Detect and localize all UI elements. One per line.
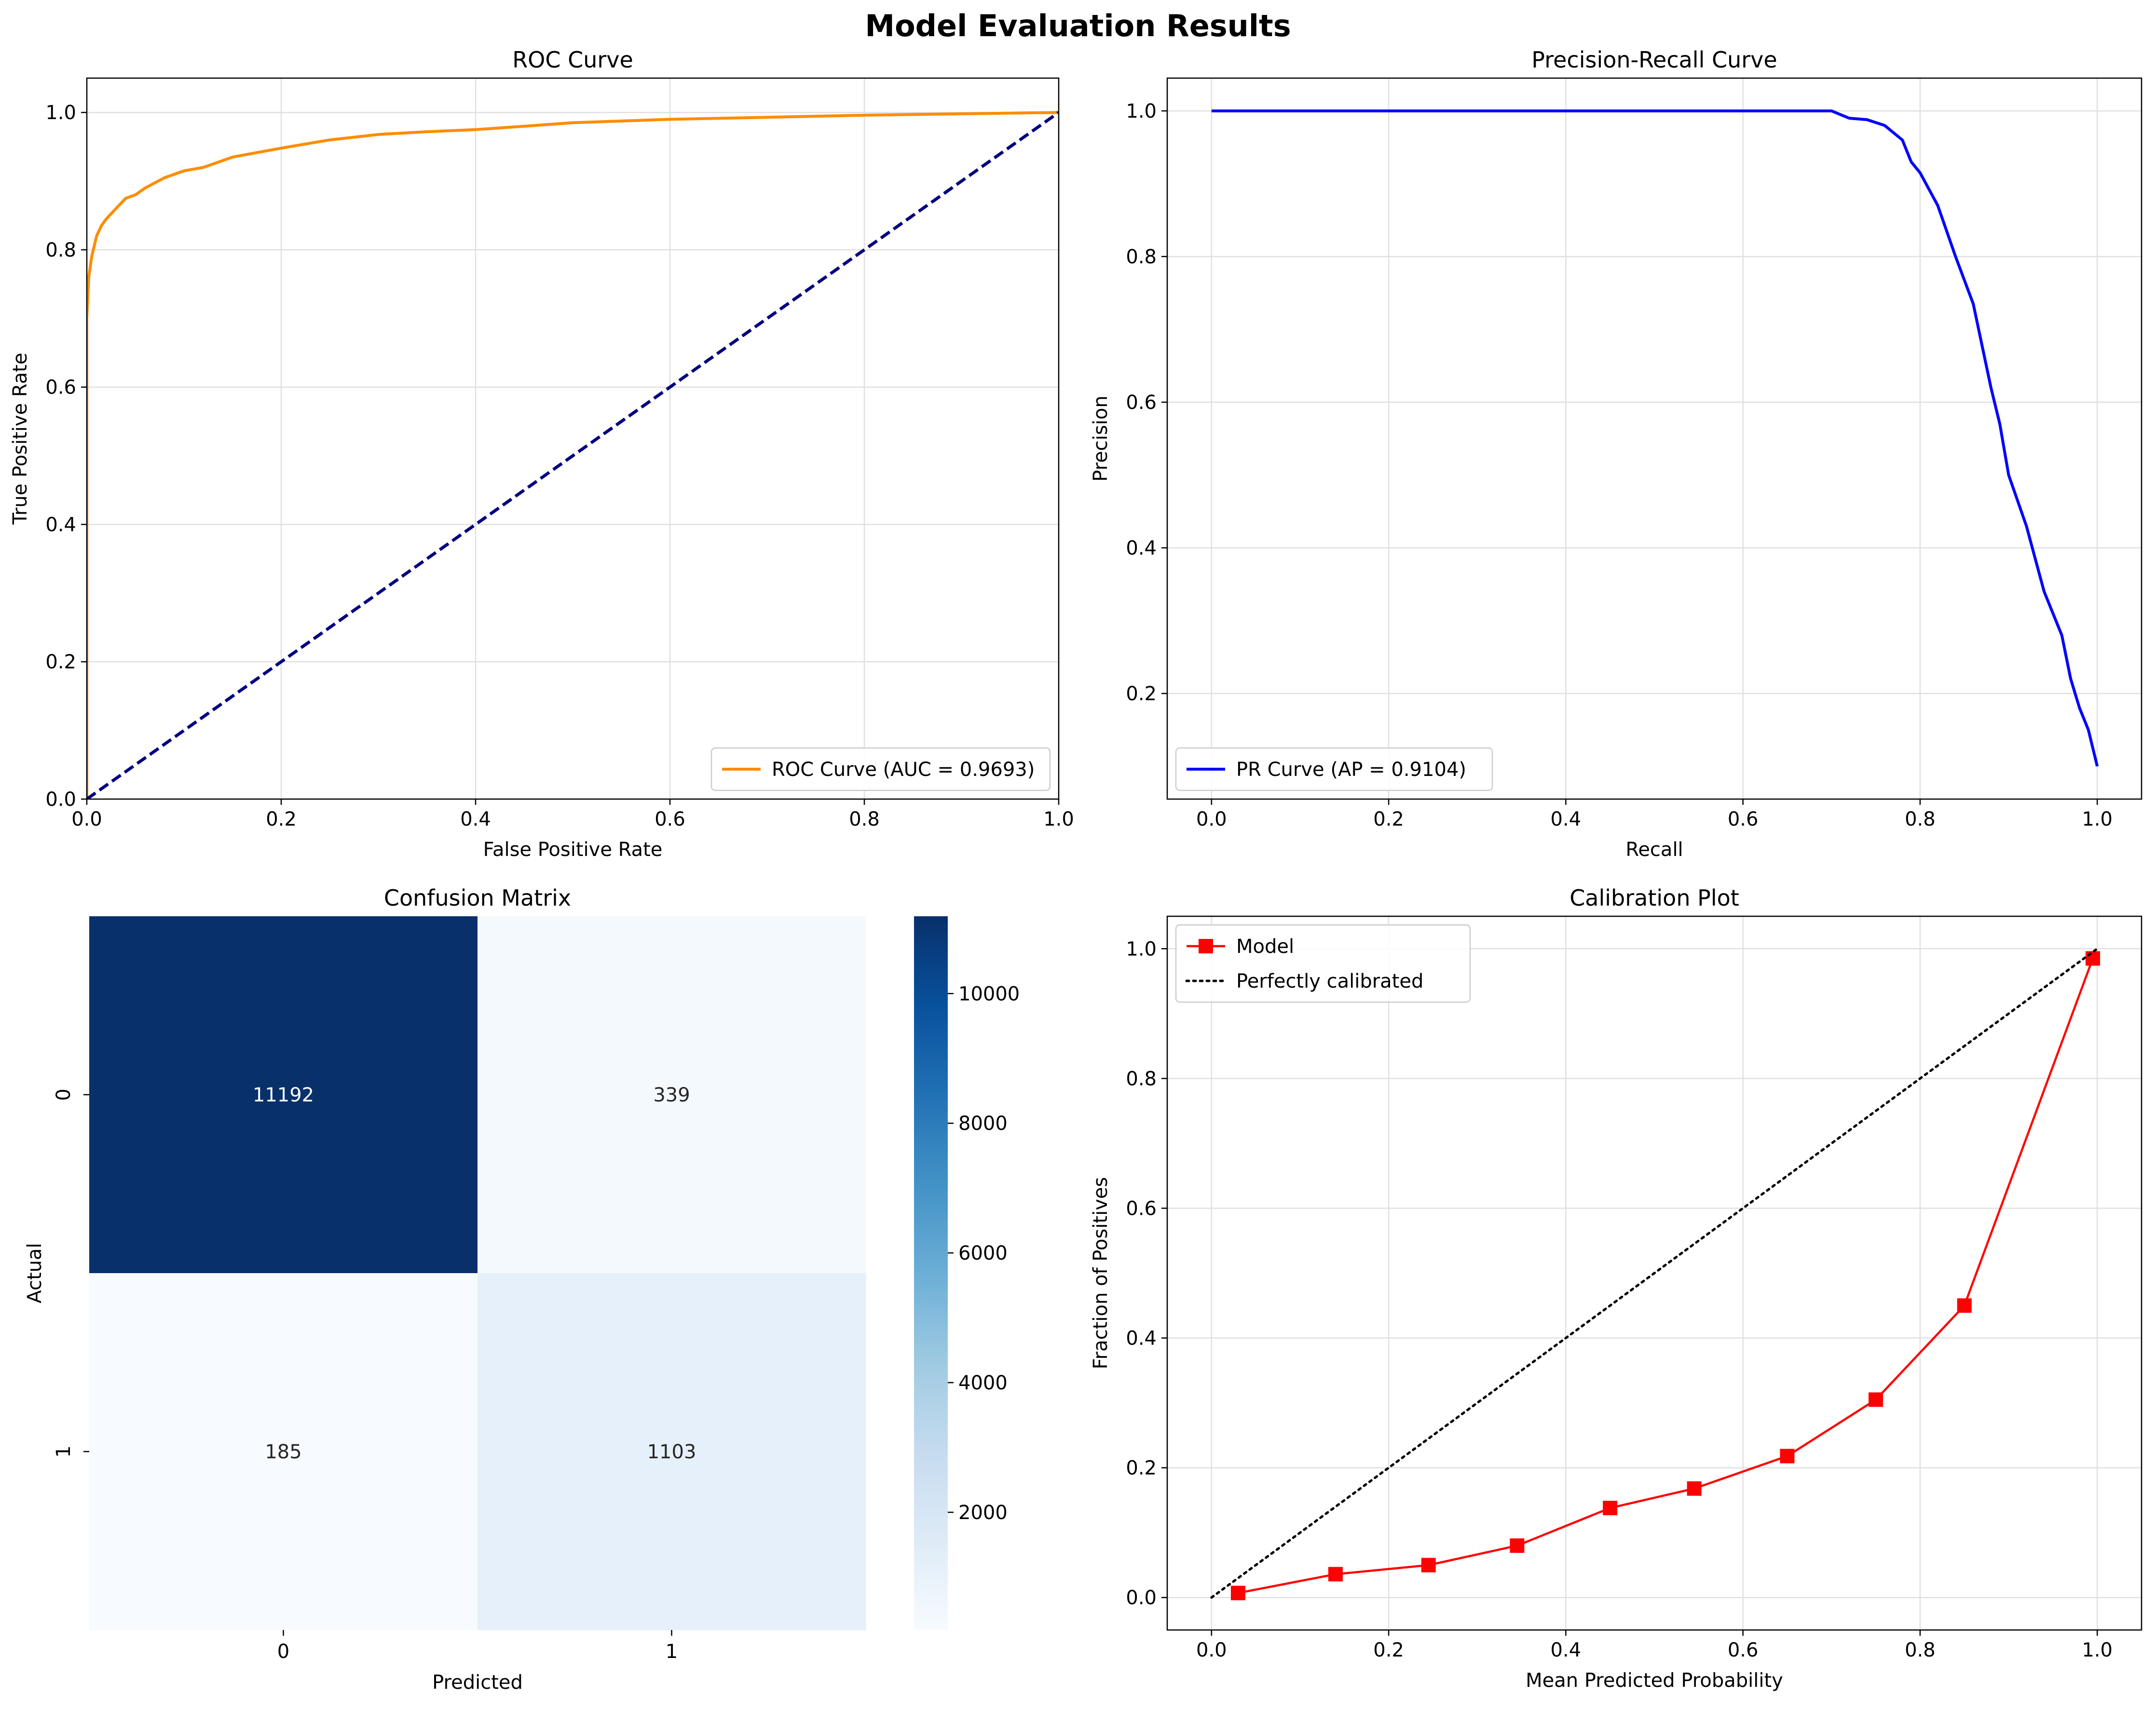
cell-value-label: 1103	[647, 1441, 696, 1463]
y-tick-label: 0.4	[1126, 1328, 1157, 1350]
x-tick-label: 1.0	[1043, 808, 1074, 830]
data-point-marker	[1230, 1586, 1245, 1601]
x-tick-label: 0.0	[1196, 1639, 1227, 1661]
x-tick-label: 1.0	[2082, 808, 2113, 830]
y-tick-label: 0.6	[1126, 1197, 1157, 1220]
y-tick-label: 0.6	[1126, 392, 1157, 414]
x-tick-label: 0.0	[1196, 808, 1227, 830]
y-tick-label: 0.8	[45, 239, 76, 261]
x-tick-label: 0.4	[460, 808, 491, 830]
legend-label: Perfectly calibrated	[1236, 970, 1423, 992]
y-tick-label: 0.0	[1126, 1587, 1157, 1609]
data-point-marker	[1510, 1538, 1525, 1553]
colorbar-tick-label: 4000	[958, 1372, 1008, 1394]
figure-title: Model Evaluation Results	[865, 8, 1291, 43]
heatmap-cell	[478, 916, 866, 1274]
x-tick-label: 0.6	[1728, 1639, 1759, 1661]
precision-recall-panel: 0.0 0.2 0.4 0.6 0.8 1.0 0.2 0.4 0.6 0.8 1.0 Precisi…	[1090, 47, 2142, 861]
x-tick-label: 0.8	[1905, 1639, 1936, 1661]
y-axis-label: True Positive Rate	[9, 353, 31, 525]
panel-title: ROC Curve	[512, 47, 633, 73]
x-tick-label: 0.0	[71, 808, 102, 830]
data-point-marker	[1603, 1501, 1618, 1516]
heatmap-cell	[478, 1273, 866, 1630]
y-tick-label: 0.0	[45, 788, 76, 811]
x-axis-label: Mean Predicted Probability	[1526, 1670, 1783, 1692]
y-tick-label: 0	[53, 1088, 75, 1100]
panel-title: Confusion Matrix	[384, 885, 571, 911]
y-tick-label: 0.2	[1126, 683, 1157, 705]
x-tick-label: 1.0	[2082, 1639, 2113, 1661]
y-tick-label: 0.4	[45, 514, 76, 536]
y-axis-label: Actual	[24, 1243, 46, 1303]
colorbar-tick-label: 6000	[958, 1242, 1008, 1264]
x-tick-label: 0.6	[1728, 808, 1759, 830]
x-tick-label: 0.2	[1373, 808, 1404, 830]
cell-value-label: 11192	[253, 1084, 314, 1106]
data-point-marker	[1328, 1567, 1343, 1582]
series-line-pr	[1211, 109, 2099, 767]
colorbar-tick-label: 2000	[958, 1502, 1008, 1524]
legend-label: Model	[1236, 936, 1294, 958]
x-tick-label: 0.4	[1551, 808, 1582, 830]
x-axis-label: Recall	[1625, 839, 1683, 861]
x-axis-label: False Positive Rate	[483, 839, 663, 861]
y-tick-label: 1.0	[1126, 938, 1157, 960]
y-tick-label: 1.0	[45, 102, 76, 124]
legend-box	[1175, 747, 1493, 791]
series-line-roc	[87, 111, 1059, 799]
y-axis-label: Precision	[1090, 395, 1112, 481]
data-point-marker	[1957, 1298, 1972, 1313]
data-point-marker	[1421, 1558, 1436, 1573]
axes-frame	[1166, 915, 2142, 1631]
x-tick-label: 0	[277, 1641, 289, 1663]
legend-label: PR Curve (AP = 0.9104)	[1236, 759, 1466, 781]
y-tick-label: 0.2	[1126, 1457, 1157, 1480]
confusion-matrix-panel: 11192 339 185 1103 0 1 0 1 Confusion Matrix Predi…	[24, 885, 1020, 1694]
cell-value-label: 185	[265, 1441, 301, 1463]
panel-title: Precision-Recall Curve	[1531, 47, 1777, 73]
legend-box	[710, 747, 1051, 791]
x-tick-label: 0.8	[849, 808, 880, 830]
y-axis-label: Fraction of Positives	[1090, 1177, 1112, 1370]
series-line-model	[1238, 958, 2094, 1594]
y-tick-label: 1.0	[1126, 100, 1157, 122]
x-tick-label: 0.6	[655, 808, 685, 830]
y-tick-label: 1	[53, 1445, 75, 1457]
y-tick-label: 0.6	[45, 377, 76, 399]
x-tick-label: 1	[666, 1641, 678, 1663]
legend-label: ROC Curve (AUC = 0.9693)	[772, 759, 1035, 781]
data-point-marker	[1687, 1481, 1702, 1496]
heatmap-cell	[89, 916, 478, 1274]
axes-frame	[86, 77, 1060, 800]
roc-curve-panel: 0.0 0.2 0.4 0.6 0.8 1.0 0.0 0.2 0.4 0.6 0.8 1.0 ROC …	[9, 47, 1074, 861]
x-axis-label: Predicted	[432, 1671, 523, 1694]
y-tick-label: 0.4	[1126, 537, 1157, 559]
x-tick-label: 0.2	[266, 808, 297, 830]
data-point-marker	[1780, 1449, 1795, 1464]
axes-frame	[1166, 77, 2142, 800]
heatmap-cell	[89, 1273, 478, 1630]
legend-marker	[1199, 939, 1213, 953]
x-tick-label: 0.4	[1551, 1639, 1582, 1661]
cell-value-label: 339	[653, 1084, 690, 1106]
colorbar-tick-label: 8000	[958, 1113, 1008, 1135]
data-point-marker	[1869, 1392, 1883, 1407]
series-line-perfectly	[1210, 947, 2099, 1599]
data-point-marker	[2086, 951, 2100, 966]
colorbar	[914, 916, 948, 1630]
legend-box	[1175, 924, 1471, 1003]
x-tick-label: 0.8	[1905, 808, 1936, 830]
colorbar-tick-label: 10000	[958, 983, 1020, 1005]
series-line-reference	[87, 111, 1059, 799]
x-tick-label: 0.2	[1373, 1639, 1404, 1661]
y-tick-label: 0.8	[1126, 246, 1157, 268]
y-tick-label: 0.2	[45, 651, 76, 673]
panel-title: Calibration Plot	[1569, 885, 1739, 911]
y-tick-label: 0.8	[1126, 1068, 1157, 1090]
calibration-panel: 0.0 0.2 0.4 0.6 0.8 1.0 0.0 0.2 0.4 0.6 0.8 1.0 Cali…	[1090, 885, 2142, 1692]
